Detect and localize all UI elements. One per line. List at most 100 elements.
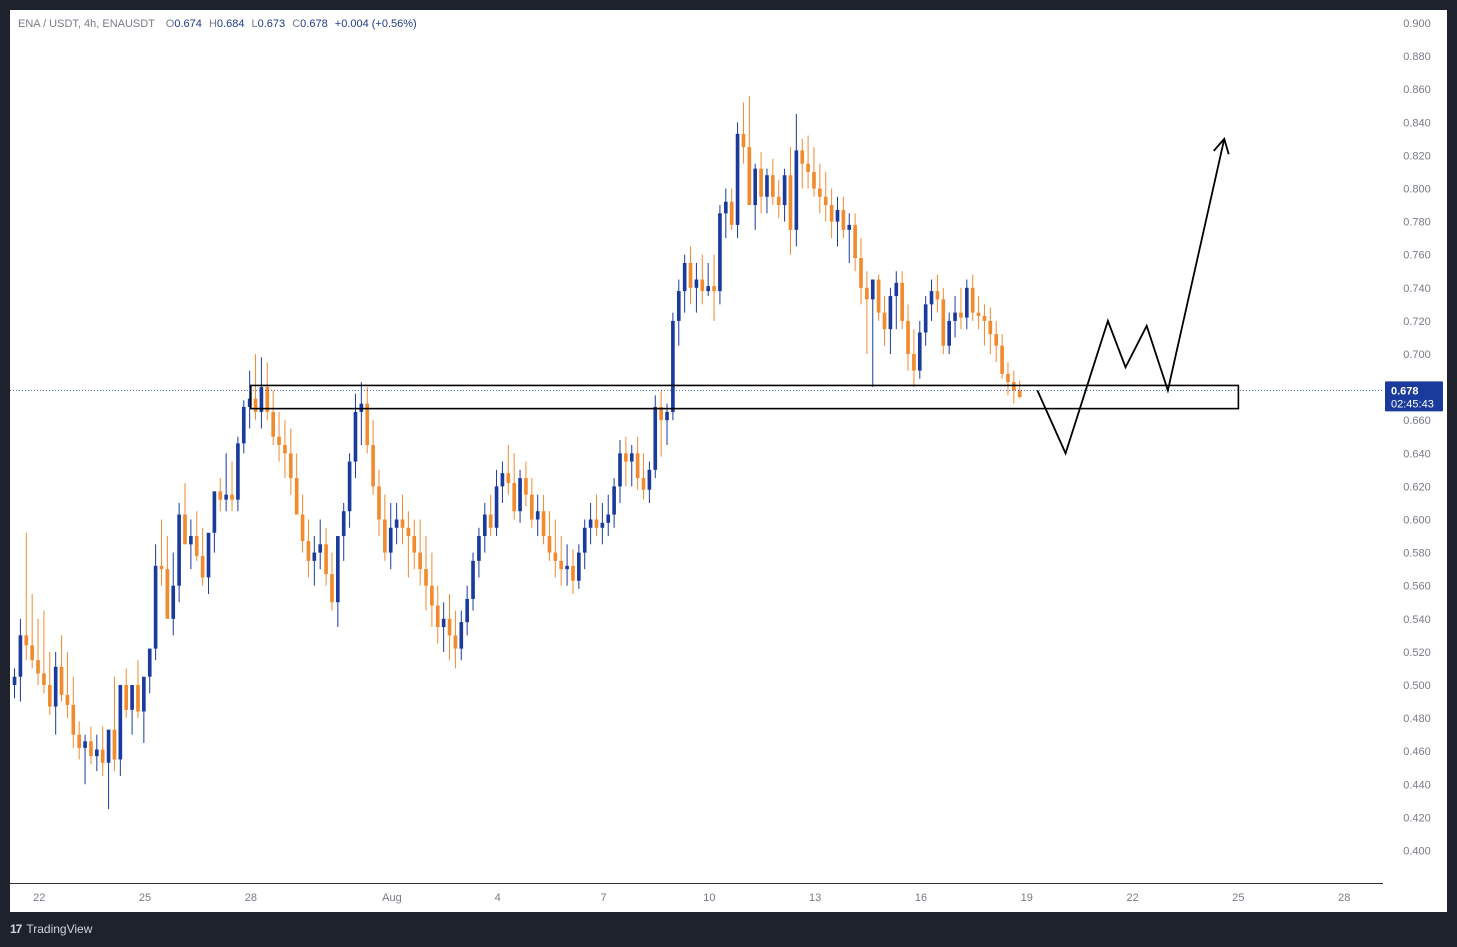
candle-body bbox=[130, 685, 134, 710]
candle bbox=[671, 312, 675, 421]
candle bbox=[18, 618, 23, 702]
candle bbox=[676, 279, 681, 346]
candle-body bbox=[259, 387, 264, 412]
close-key: C bbox=[292, 18, 301, 30]
candle-body bbox=[471, 560, 475, 599]
y-tick-label: 0.480 bbox=[1403, 713, 1431, 725]
low-value: 0.673 bbox=[257, 18, 286, 30]
candle bbox=[482, 502, 487, 553]
candle bbox=[500, 461, 505, 503]
candle bbox=[582, 519, 587, 570]
symbol-title: ENA / USDT, 4h, ENAUSDT bbox=[18, 18, 155, 30]
candle bbox=[236, 436, 240, 512]
y-tick-label: 0.420 bbox=[1403, 812, 1431, 824]
candle bbox=[876, 274, 881, 321]
candle-body bbox=[629, 453, 634, 462]
candle-body bbox=[447, 618, 452, 636]
candle bbox=[30, 593, 34, 669]
candle-body bbox=[412, 536, 417, 553]
candle bbox=[535, 494, 540, 537]
candle-body bbox=[194, 536, 199, 556]
candle-body bbox=[371, 445, 375, 487]
candle-body bbox=[118, 685, 123, 760]
tradingview-brand[interactable]: 17 TradingView bbox=[10, 922, 92, 936]
candle-body bbox=[841, 210, 846, 230]
time-axis: 22 25 28 Aug 4 7 10 13 16 19 22 25 28 bbox=[10, 883, 1383, 904]
candle bbox=[559, 536, 564, 586]
candle-body bbox=[553, 552, 558, 561]
candle bbox=[859, 238, 863, 305]
candle bbox=[412, 519, 417, 570]
candle-body bbox=[794, 150, 799, 230]
candle-body bbox=[935, 291, 940, 300]
candle-body bbox=[588, 519, 593, 528]
candle bbox=[394, 502, 399, 545]
y-tick-label: 0.540 bbox=[1403, 614, 1431, 626]
candle bbox=[771, 158, 775, 206]
price-axis: 0.900 0.880 0.860 0.840 0.820 0.800 0.780 0.760… bbox=[1403, 18, 1431, 858]
chart-panel[interactable]: 0.900 0.880 0.860 0.840 0.820 0.800 0.780 0.760… bbox=[10, 10, 1447, 912]
candle bbox=[177, 502, 181, 603]
candle-body bbox=[388, 527, 393, 553]
y-tick-label: 0.860 bbox=[1403, 84, 1431, 96]
candle-body bbox=[124, 685, 129, 710]
candle bbox=[347, 453, 352, 528]
candle-body bbox=[189, 536, 193, 545]
candle-body bbox=[829, 205, 834, 222]
candle-body bbox=[418, 552, 422, 570]
symbol-legend: ENA / USDT, 4h, ENAUSDT O0.674 H0.684 L0… bbox=[18, 18, 417, 30]
candle bbox=[477, 527, 481, 578]
candlestick-chart[interactable]: 0.900 0.880 0.860 0.840 0.820 0.800 0.780 0.760… bbox=[10, 10, 1447, 912]
candle-body bbox=[788, 175, 793, 230]
candle bbox=[336, 536, 340, 628]
candle-body bbox=[24, 635, 29, 646]
y-tick-label: 0.460 bbox=[1403, 746, 1431, 758]
candle-body bbox=[183, 514, 187, 545]
candle bbox=[465, 585, 469, 636]
candle bbox=[964, 279, 969, 330]
candle-body bbox=[482, 514, 487, 537]
candle-body bbox=[865, 287, 869, 300]
candle bbox=[200, 527, 205, 586]
candle-body bbox=[641, 478, 646, 490]
candle-body bbox=[894, 282, 899, 297]
candle bbox=[929, 279, 934, 321]
candle-body bbox=[147, 648, 152, 677]
candle bbox=[988, 307, 993, 354]
candle-body bbox=[142, 676, 146, 712]
candle bbox=[588, 502, 593, 545]
candle bbox=[729, 188, 734, 230]
candle bbox=[688, 246, 693, 305]
candle bbox=[153, 544, 158, 661]
open-key: O bbox=[165, 18, 175, 30]
candle-body bbox=[947, 320, 952, 346]
y-tick-label: 0.840 bbox=[1403, 117, 1431, 129]
candle-body bbox=[459, 622, 464, 649]
y-tick-label: 0.560 bbox=[1403, 581, 1431, 593]
candle-body bbox=[718, 213, 722, 292]
candle bbox=[189, 519, 193, 570]
x-tick-label: 10 bbox=[703, 892, 715, 904]
candle bbox=[506, 445, 511, 495]
candle-body bbox=[1006, 373, 1010, 383]
candle bbox=[865, 271, 869, 354]
candle bbox=[265, 362, 270, 421]
candle-body bbox=[706, 286, 710, 292]
candle bbox=[371, 420, 375, 495]
candle bbox=[682, 254, 687, 313]
candle bbox=[923, 296, 928, 346]
candle bbox=[430, 552, 434, 628]
candle-body bbox=[1017, 390, 1022, 398]
candle-body bbox=[271, 411, 275, 437]
low-key: L bbox=[251, 18, 258, 30]
candle bbox=[147, 648, 152, 694]
candle-body bbox=[835, 210, 840, 222]
candle bbox=[77, 721, 82, 760]
candle bbox=[1012, 370, 1016, 404]
x-tick-label: 28 bbox=[1338, 892, 1350, 904]
candle-body bbox=[100, 749, 105, 763]
candle-body bbox=[71, 704, 76, 735]
candle-body bbox=[277, 436, 281, 446]
candle bbox=[882, 296, 887, 346]
candle bbox=[183, 483, 187, 545]
